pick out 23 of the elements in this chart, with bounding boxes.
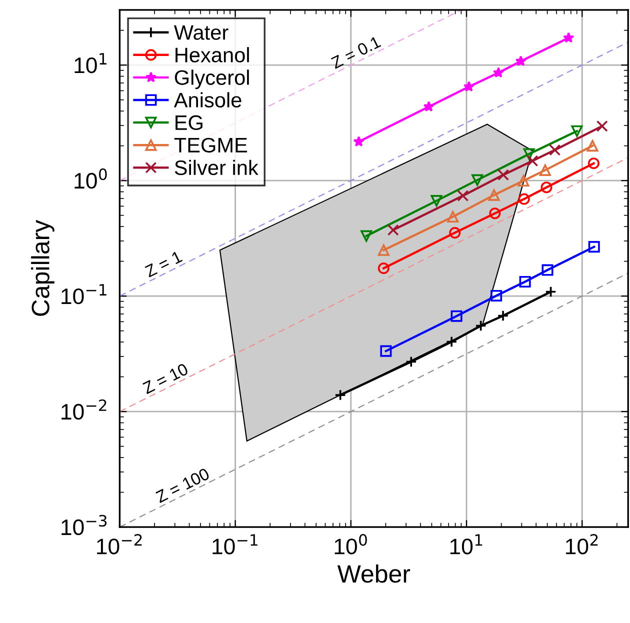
annotation: Z = 1 <box>144 250 183 278</box>
x-tick-label: 10$^{−1}$ <box>212 534 258 554</box>
y-tick-label: 10$^{−1}$ <box>62 284 106 304</box>
annotation: Z = 10 <box>142 362 189 394</box>
legend-label: Water <box>174 25 228 40</box>
x-tick-label: 10$^{−2}$ <box>97 534 142 554</box>
x-tick-label: 10$^{2}$ <box>566 534 598 554</box>
legend-label: Silver ink <box>174 160 258 176</box>
y-axis-title: Capillary <box>31 220 54 316</box>
annotation: Z = 0.1 <box>330 36 382 70</box>
y-tick-label: 10$^{0}$ <box>74 168 107 189</box>
legend-label: Glycerol <box>174 70 249 90</box>
legend-label: Hexanol <box>176 47 249 62</box>
x-tick-label: 10$^{0}$ <box>334 534 367 554</box>
y-tick-label: 10$^{−3}$ <box>62 514 107 536</box>
x-axis-title: Weber <box>337 564 410 583</box>
x-tick-label: 10$^{1}$ <box>450 534 482 554</box>
legend-label: TEGME <box>174 138 248 153</box>
y-tick-label: 10$^{1}$ <box>74 53 106 74</box>
legend-label: EG <box>176 115 202 130</box>
y-tick-label: 10$^{−2}$ <box>62 399 106 420</box>
annotation: Z = 100 <box>154 468 210 504</box>
legend-label: Anisole <box>174 92 242 108</box>
